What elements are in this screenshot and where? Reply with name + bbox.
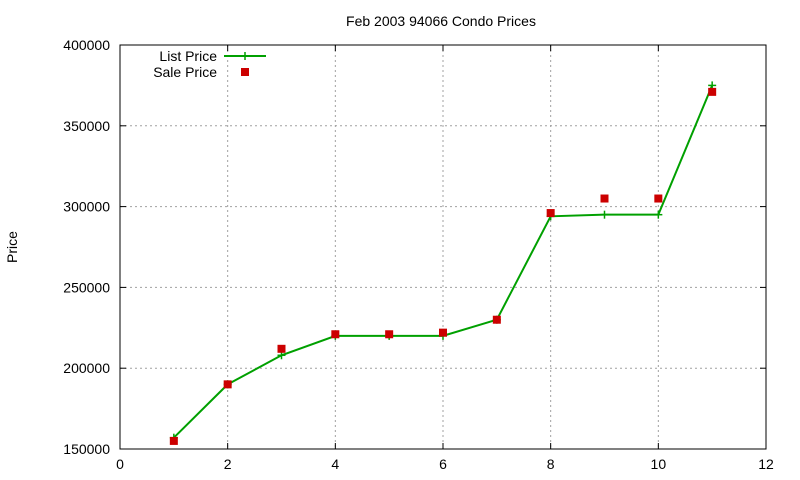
series <box>169 81 717 445</box>
sale-price-point <box>546 209 555 218</box>
sale-price-point <box>385 330 394 339</box>
legend-plus-swatch <box>241 52 249 60</box>
x-tick-label: 6 <box>439 456 447 472</box>
y-tick-label: 150000 <box>63 441 110 457</box>
sale-price-point <box>708 87 717 96</box>
list-price-point <box>654 210 663 219</box>
x-tick-label: 10 <box>651 456 667 472</box>
sale-price-point <box>654 194 663 203</box>
sale-price-point <box>223 380 232 389</box>
sale-price-point <box>439 328 447 337</box>
legend-square-swatch <box>241 68 249 76</box>
x-tick-label: 0 <box>116 456 124 472</box>
x-tick-label: 12 <box>758 456 774 472</box>
axis-ticks: 0 2 4 6 8 10 12 150000 200000 250000 300000 350000 4… <box>63 37 774 472</box>
sale-price-point <box>600 194 609 203</box>
y-tick-label: 250000 <box>63 279 110 295</box>
legend-label: List Price <box>159 48 217 64</box>
sale-price-point <box>492 315 501 324</box>
y-axis-label: Price <box>4 231 20 263</box>
x-tick-label: 4 <box>331 456 339 472</box>
grid <box>120 45 766 449</box>
y-tick-label: 350000 <box>63 118 110 134</box>
y-tick-label: 200000 <box>63 360 110 376</box>
sale-price-point <box>277 344 286 353</box>
legend-label: Sale Price <box>153 64 217 80</box>
chart-title: Feb 2003 94066 Condo Prices <box>346 13 536 29</box>
x-tick-label: 8 <box>547 456 555 472</box>
sale-price-point <box>331 330 340 339</box>
sale-price-point <box>169 436 178 445</box>
y-tick-label: 400000 <box>63 37 110 53</box>
list-price-point <box>600 210 609 219</box>
x-tick-label: 2 <box>224 456 232 472</box>
y-tick-label: 300000 <box>63 199 110 215</box>
